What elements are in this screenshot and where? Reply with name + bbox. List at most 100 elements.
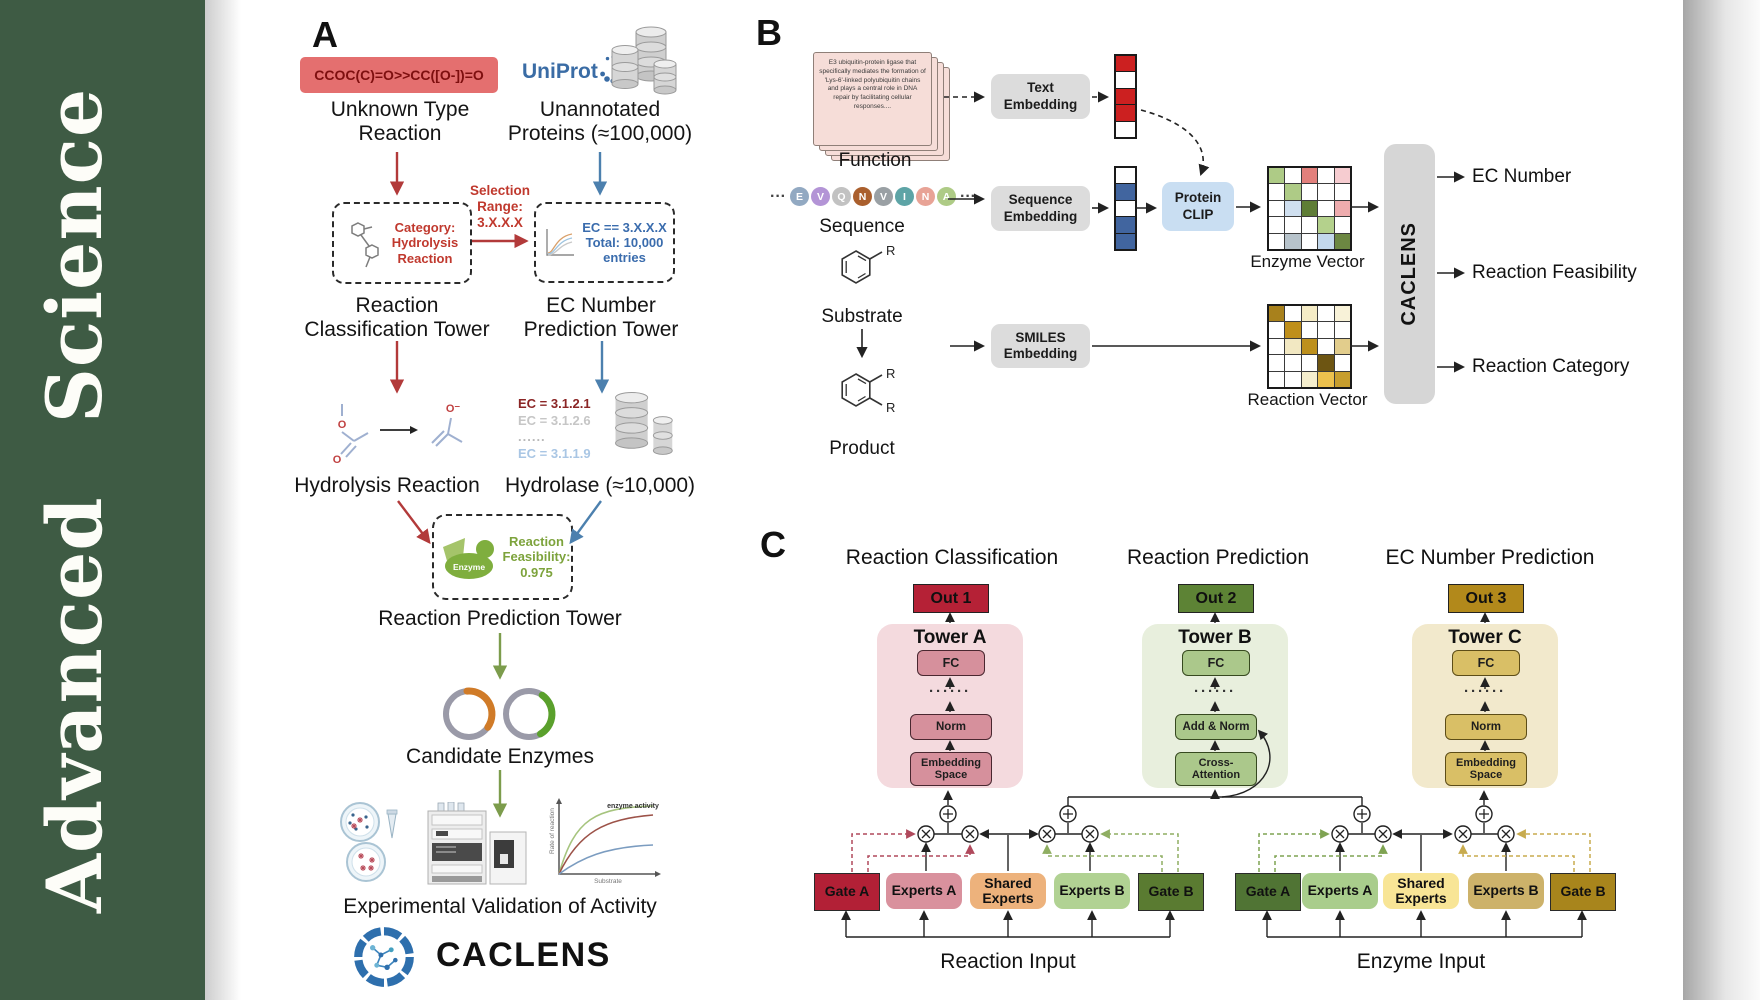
vector-cell bbox=[1269, 233, 1285, 249]
vector-cell bbox=[1269, 184, 1285, 200]
vector-cell bbox=[1269, 200, 1285, 217]
vector-cell bbox=[1318, 168, 1334, 184]
enzyme-vector-label: Enzyme Vector bbox=[1250, 252, 1365, 271]
tower-c: Tower C FC ······ Norm Embedding Space bbox=[1412, 624, 1558, 788]
graph-annotation: enzyme activity bbox=[607, 803, 659, 810]
enzyme-input-label: Enzyme Input bbox=[1356, 950, 1486, 973]
ec-item: EC = 3.1.2.1 bbox=[518, 396, 591, 411]
vector-cell bbox=[1285, 200, 1301, 217]
tower-a-dots: ······ bbox=[929, 683, 971, 700]
curves-plot-icon bbox=[546, 228, 575, 256]
vector-cell bbox=[1116, 72, 1135, 88]
vector-cell bbox=[1116, 121, 1135, 137]
vector-cell bbox=[1285, 233, 1301, 249]
tower-a-title: Tower A bbox=[913, 627, 987, 648]
uniprot-logo-text: UniProt bbox=[522, 60, 598, 83]
tower-b-title: Tower B bbox=[1178, 627, 1252, 648]
vector-cell bbox=[1285, 184, 1301, 200]
vector-cell bbox=[1301, 217, 1318, 233]
vector-cell bbox=[1334, 184, 1350, 200]
sequence-embedding-vector bbox=[1114, 166, 1137, 251]
tower-c-fc: FC bbox=[1452, 650, 1520, 676]
reaction-shared-experts: Shared Experts bbox=[970, 873, 1046, 909]
candidate-enzymes-label: Candidate Enzymes bbox=[406, 745, 594, 768]
product-molecule-icon: R R bbox=[841, 366, 895, 415]
vector-cell bbox=[1318, 184, 1334, 200]
vector-cell bbox=[1318, 371, 1334, 387]
vector-cell bbox=[1285, 168, 1301, 184]
column-title-reaction-prediction: Reaction Prediction bbox=[1126, 546, 1310, 569]
amino-acid-circle: V bbox=[810, 187, 830, 206]
vector-cell bbox=[1301, 184, 1318, 200]
vector-cell bbox=[1116, 56, 1135, 72]
ec-total-entries-label: EC == 3.X.X.X Total: 10,000 entries bbox=[582, 219, 667, 266]
vector-cell bbox=[1318, 233, 1334, 249]
vector-cell bbox=[1318, 355, 1334, 371]
reaction-feasibility-box: Enzyme Reaction Feasibility: 0.975 bbox=[432, 514, 573, 600]
panel-c-lines bbox=[846, 796, 1582, 938]
output-reaction-feasibility: Reaction Feasibility bbox=[1472, 262, 1637, 283]
vector-cell bbox=[1318, 322, 1334, 338]
tower-a-fc: FC bbox=[917, 650, 985, 676]
panel-c-label: C bbox=[760, 524, 786, 565]
ec-item: EC = 3.1.1.9 bbox=[518, 445, 591, 461]
vector-cell bbox=[1318, 200, 1334, 217]
plasmids-icon bbox=[443, 687, 556, 740]
caclens-logo-text: CACLENS bbox=[436, 936, 611, 974]
tower-b-dots: ······ bbox=[1194, 683, 1236, 700]
vector-cell bbox=[1269, 338, 1285, 355]
amino-acid-circle: A bbox=[936, 187, 956, 206]
vector-cell bbox=[1116, 105, 1135, 121]
vector-cell bbox=[1301, 306, 1318, 322]
ec-selection-box: EC == 3.X.X.X Total: 10,000 entries bbox=[534, 202, 675, 283]
enzyme-gate-b: Gate B bbox=[1550, 873, 1616, 911]
vector-cell bbox=[1301, 200, 1318, 217]
caclens-logo-icon bbox=[354, 927, 414, 987]
vector-cell bbox=[1116, 217, 1135, 233]
molecule-sketch-icon bbox=[351, 222, 379, 268]
vector-cell bbox=[1334, 200, 1350, 217]
product-r-group-1: R bbox=[886, 366, 895, 381]
vector-cell bbox=[1269, 168, 1285, 184]
hplc-instrument-icon bbox=[427, 802, 527, 885]
enzyme-experts-b: Experts B bbox=[1468, 873, 1544, 909]
caclens-model-label: CACLENS bbox=[1398, 222, 1420, 326]
vector-cell bbox=[1116, 233, 1135, 249]
unannotated-proteins-label: Unannotated Proteins (≈100,000) bbox=[507, 98, 693, 145]
vector-cell bbox=[1334, 371, 1350, 387]
tower-a-embedding-space: Embedding Space bbox=[910, 752, 992, 786]
ec-number-prediction-tower-label: EC Number Prediction Tower bbox=[523, 294, 679, 341]
category-hydrolysis-label: Category: Hydrolysis Reaction bbox=[391, 220, 459, 266]
banner-shadow-gradient bbox=[205, 0, 241, 1000]
smiles-reaction-box: CCOC(C)=O>>CC([O-])=O bbox=[300, 57, 498, 93]
amino-acid-circle: I bbox=[894, 187, 914, 206]
vector-cell bbox=[1285, 217, 1301, 233]
vector-cell bbox=[1334, 168, 1350, 184]
sequence-embedding-box: Sequence Embedding bbox=[991, 186, 1090, 231]
tower-b: Tower B FC ······ Add & Norm Cross- Atte… bbox=[1142, 624, 1288, 788]
tower-a: Tower A FC ······ Norm Embedding Space bbox=[877, 624, 1023, 788]
unknown-type-reaction-label: Unknown Type Reaction bbox=[330, 98, 470, 145]
vector-cell bbox=[1269, 306, 1285, 322]
samples-petri-icon bbox=[340, 802, 398, 882]
vector-cell bbox=[1334, 322, 1350, 338]
vector-cell bbox=[1285, 371, 1301, 387]
function-description-text: E3 ubiquitin-protein ligase that specifi… bbox=[819, 59, 926, 110]
vector-cell bbox=[1301, 338, 1318, 355]
amino-acid-circle: N bbox=[852, 187, 872, 206]
text-embedding-box: Text Embedding bbox=[991, 74, 1090, 119]
hydrolase-label: Hydrolase (≈10,000) bbox=[504, 474, 696, 497]
substrate-r-group: R bbox=[886, 243, 895, 258]
tower-a-norm: Norm bbox=[910, 714, 992, 740]
product-label: Product bbox=[829, 438, 895, 459]
vector-cell bbox=[1301, 355, 1318, 371]
out-3-box: Out 3 bbox=[1448, 584, 1524, 613]
vector-cell bbox=[1116, 184, 1135, 200]
vector-cell bbox=[1116, 88, 1135, 105]
vector-cell bbox=[1334, 233, 1350, 249]
reaction-gate-a: Gate A bbox=[814, 873, 880, 911]
tower-c-embedding-space: Embedding Space bbox=[1445, 752, 1527, 786]
vector-cell bbox=[1334, 306, 1350, 322]
reaction-vector-label: Reaction Vector bbox=[1247, 390, 1368, 409]
